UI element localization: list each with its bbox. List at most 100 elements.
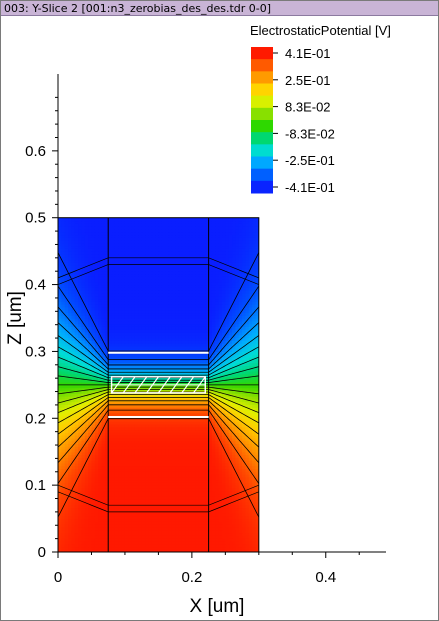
field-cell [245,526,250,531]
field-cell [104,412,109,417]
field-cell [138,379,143,383]
field-cell [114,543,119,548]
field-cell [151,409,156,414]
field-cell [74,437,79,442]
field-cell [191,362,196,366]
field-cell [121,423,126,428]
field-cell [158,482,163,486]
field-cell [255,538,259,542]
field-cell [98,348,103,353]
field-cell [185,482,190,486]
field-cell [58,401,62,405]
field-cell [128,379,133,383]
field-cell [68,382,72,386]
field-cell [58,471,62,475]
field-cell [215,549,220,552]
field-cell [161,437,166,442]
field-cell [232,357,236,361]
field-cell [188,432,193,436]
field-cell [235,504,240,509]
field-cell [198,465,203,470]
field-cell [145,429,149,433]
field-cell [108,323,113,327]
field-cell [94,487,99,492]
field-cell [248,345,253,350]
field-cell [175,549,180,552]
field-cell [81,370,86,375]
field-cell [81,524,86,528]
field-cell [191,518,196,522]
field-cell [148,382,153,386]
field-cell [81,549,86,552]
field-cell [114,462,119,467]
field-cell [195,448,200,453]
field-cell [58,493,62,497]
field-cell [155,443,160,447]
field-cell [88,368,93,372]
field-cell [134,331,139,336]
field-cell [134,362,139,366]
field-cell [71,365,76,369]
field-cell [191,476,196,481]
field-cell [235,368,240,372]
field-cell [225,320,230,325]
field-cell [108,443,113,447]
field-cell [208,535,213,539]
field-cell [185,538,190,542]
field-cell [188,357,193,361]
field-cell [215,524,220,528]
field-cell [235,490,240,495]
field-cell [114,421,119,425]
field-cell [205,482,210,486]
field-cell [114,526,119,531]
field-cell [118,435,123,439]
field-cell [68,418,72,422]
field-cell [161,440,166,444]
field-cell [71,451,76,456]
field-cell [208,415,213,419]
field-cell [232,465,236,470]
field-cell [161,465,166,470]
field-cell [111,334,116,339]
field-cell [238,521,243,525]
field-cell [238,323,243,327]
field-cell [121,485,126,489]
field-cell [198,446,203,450]
field-cell [61,535,66,539]
field-cell [161,448,166,453]
field-cell [228,490,233,495]
field-cell [158,329,163,333]
field-cell [252,529,257,534]
field-cell [61,437,66,442]
field-cell [128,343,133,347]
field-cell [175,426,180,431]
field-cell [108,326,113,330]
field-cell [222,476,226,481]
field-cell [81,482,86,486]
field-cell [238,415,243,419]
field-cell [145,487,149,492]
field-cell [165,320,170,325]
field-cell [108,457,113,461]
field-cell [151,443,156,447]
field-cell [124,437,129,442]
field-cell [155,546,160,550]
field-cell [222,493,226,497]
field-cell [198,462,203,467]
field-cell [198,326,203,330]
field-cell [101,329,106,333]
field-cell [248,362,253,366]
field-cell [64,370,69,375]
field-cell [121,515,126,520]
field-cell [104,504,109,509]
field-cell [222,446,226,450]
field-cell [161,538,166,542]
field-cell [98,404,103,408]
field-cell [195,384,200,389]
field-cell [138,526,143,531]
field-cell [222,323,226,327]
field-cell [101,540,106,545]
field-cell [148,487,153,492]
field-cell [171,379,176,383]
